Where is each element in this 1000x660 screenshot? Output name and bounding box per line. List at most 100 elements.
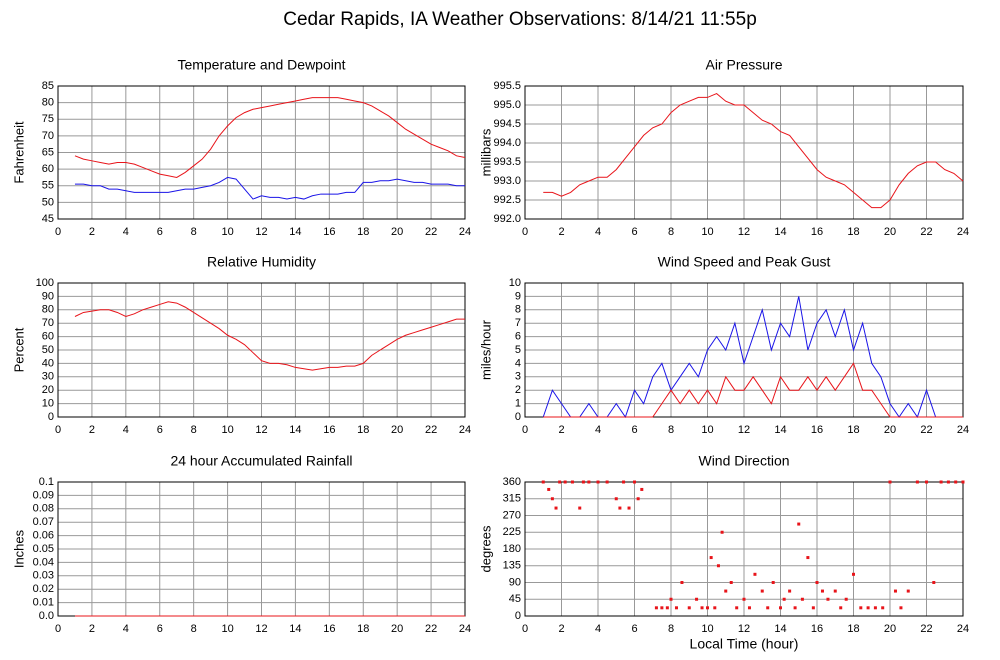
- data-point: [873, 606, 877, 610]
- x-tick-label: 14: [289, 226, 301, 238]
- x-tick-label: 6: [157, 226, 163, 238]
- x-tick-label: 22: [425, 623, 437, 635]
- y-tick-label: 45: [42, 213, 54, 225]
- data-point: [782, 597, 786, 601]
- y-tick-label: 75: [42, 113, 54, 125]
- x-tick-label: 6: [157, 623, 163, 635]
- y-tick-label: 60: [42, 163, 54, 175]
- panel-title: Temperature and Dewpoint: [177, 57, 345, 73]
- y-tick-label: 995.5: [493, 80, 521, 92]
- data-point: [925, 480, 928, 484]
- y-tick-label: 180: [503, 543, 521, 555]
- x-tick-label: 10: [221, 424, 233, 436]
- plot-frame: [524, 481, 964, 617]
- x-tick-label: 2: [89, 623, 95, 635]
- y-tick-label: 0.05: [33, 543, 54, 555]
- y-axis-label: Inches: [11, 529, 26, 568]
- x-tick-label: 6: [631, 623, 637, 635]
- data-point: [563, 480, 567, 484]
- x-tick-label: 14: [774, 424, 786, 436]
- data-point: [713, 606, 717, 610]
- x-tick-label: 0: [55, 623, 61, 635]
- x-tick-label: 18: [847, 226, 859, 238]
- data-point: [665, 606, 669, 610]
- data-point: [680, 581, 684, 584]
- x-tick-label: 20: [391, 424, 403, 436]
- y-tick-label: 70: [42, 130, 54, 142]
- y-tick-label: 0: [515, 411, 521, 423]
- y-tick-label: 995.0: [493, 99, 521, 111]
- panel-title: 24 hour Accumulated Rainfall: [170, 453, 352, 469]
- y-tick-label: 2: [515, 384, 521, 396]
- data-point: [888, 480, 892, 484]
- data-point: [939, 480, 943, 484]
- data-point: [554, 506, 558, 510]
- y-tick-label: 5: [515, 344, 521, 356]
- data-point: [820, 589, 824, 593]
- x-tick-label: 10: [701, 623, 713, 635]
- y-tick-label: 10: [509, 277, 521, 289]
- plot-frame: [57, 282, 466, 418]
- x-tick-label: 16: [811, 226, 823, 238]
- panel-title: Wind Speed and Peak Gust: [658, 254, 831, 270]
- figure-title: Cedar Rapids, IA Weather Observations: 8…: [283, 9, 757, 30]
- y-tick-label: 0.08: [33, 503, 54, 515]
- data-point: [788, 589, 792, 593]
- data-point: [899, 606, 903, 610]
- data-point: [587, 480, 591, 484]
- data-point: [596, 480, 600, 484]
- x-tick-label: 22: [425, 424, 437, 436]
- x-tick-label: 8: [668, 424, 674, 436]
- data-line: [74, 301, 465, 371]
- y-tick-label: 0: [515, 610, 521, 622]
- data-point: [906, 589, 910, 593]
- x-tick-label: 22: [920, 623, 932, 635]
- y-tick-label: 20: [42, 384, 54, 396]
- x-tick-label: 12: [738, 226, 750, 238]
- data-point: [797, 522, 801, 526]
- x-tick-label: 10: [221, 226, 233, 238]
- x-tick-label: 20: [391, 226, 403, 238]
- x-tick-label: 6: [631, 226, 637, 238]
- plot-frame: [524, 282, 964, 418]
- data-point: [669, 597, 673, 601]
- data-point: [793, 606, 797, 610]
- x-tick-label: 4: [595, 424, 601, 436]
- data-point: [605, 480, 609, 484]
- data-point: [753, 572, 757, 576]
- y-tick-label: 0.06: [33, 530, 54, 542]
- y-tick-label: 90: [509, 576, 521, 588]
- data-point: [627, 506, 631, 510]
- data-point: [771, 581, 775, 584]
- data-point: [724, 589, 728, 593]
- y-tick-label: 994.5: [493, 118, 521, 130]
- x-tick-label: 8: [668, 623, 674, 635]
- data-point: [839, 606, 843, 610]
- x-tick-label: 16: [811, 424, 823, 436]
- plot-frame: [57, 85, 466, 220]
- data-point: [550, 497, 554, 501]
- y-tick-label: 90: [42, 290, 54, 302]
- x-tick-label: 24: [459, 623, 471, 635]
- y-tick-label: 360: [503, 476, 521, 488]
- x-tick-label: 6: [157, 424, 163, 436]
- y-tick-label: 0: [48, 411, 54, 423]
- y-tick-label: 9: [515, 290, 521, 302]
- data-point: [541, 480, 545, 484]
- y-tick-label: 6: [515, 331, 521, 343]
- y-tick-label: 65: [42, 146, 54, 158]
- x-tick-label: 20: [884, 226, 896, 238]
- y-tick-label: 992.0: [493, 213, 521, 225]
- y-tick-label: 55: [42, 180, 54, 192]
- x-tick-label: 0: [55, 424, 61, 436]
- data-point: [660, 606, 664, 610]
- panel-title: Air Pressure: [705, 57, 782, 73]
- y-tick-label: 992.5: [493, 194, 521, 206]
- y-tick-label: 0.04: [33, 556, 54, 568]
- y-axis-label: Percent: [11, 327, 26, 372]
- x-tick-label: 0: [522, 623, 528, 635]
- y-tick-label: 3: [515, 371, 521, 383]
- y-axis-label: millibars: [478, 128, 493, 176]
- x-tick-label: 24: [957, 623, 969, 635]
- x-tick-label: 8: [191, 226, 197, 238]
